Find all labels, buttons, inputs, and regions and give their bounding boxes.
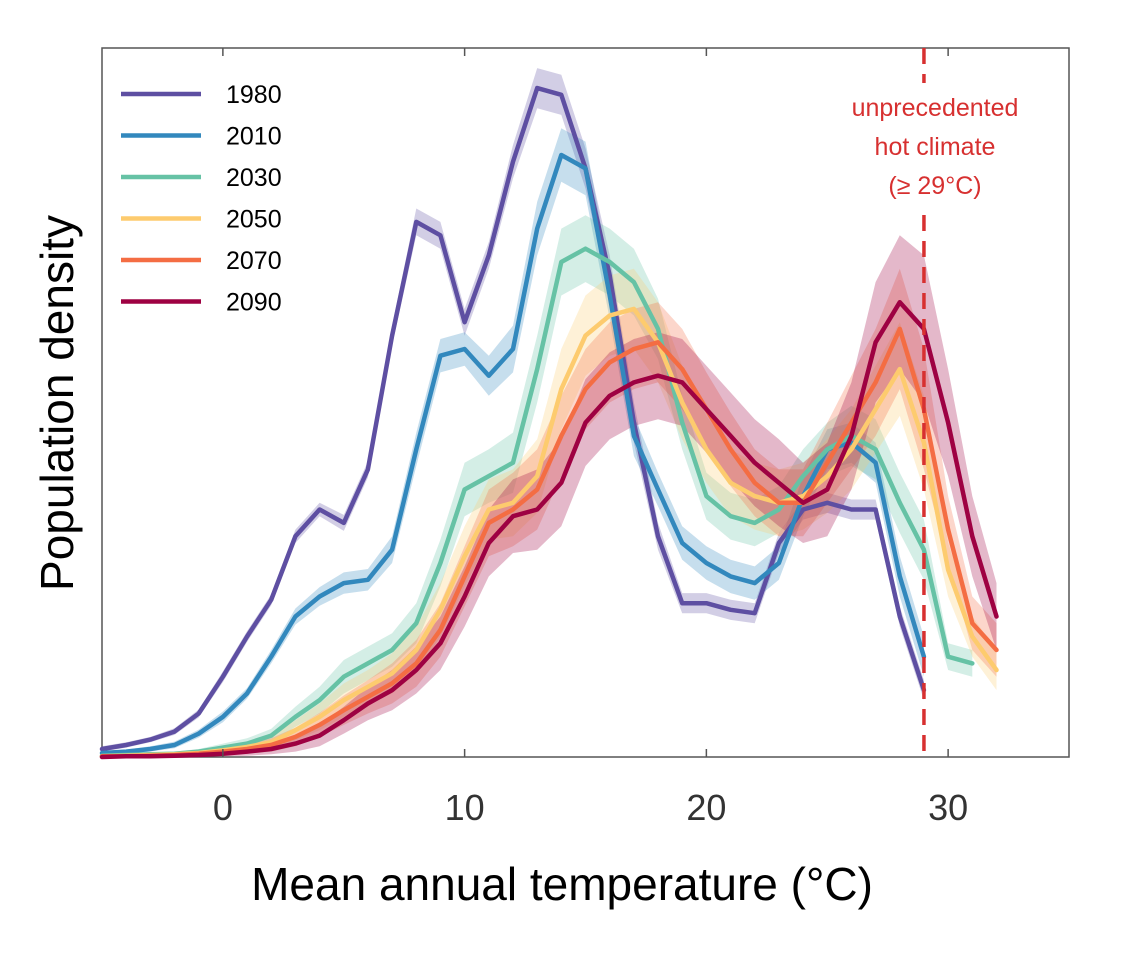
legend-label-2010: 2010 <box>226 123 282 151</box>
x-tick-label: 10 <box>445 787 485 828</box>
x-tick-label: 30 <box>928 787 968 828</box>
plot-frame <box>101 47 1070 758</box>
legend-label-2030: 2030 <box>226 164 282 192</box>
legend-label-2050: 2050 <box>226 206 282 234</box>
band-2010 <box>102 128 924 756</box>
line-2010 <box>99 152 927 756</box>
x-axis-title: Mean annual temperature (°C) <box>251 858 873 910</box>
legend-label-2070: 2070 <box>226 247 282 275</box>
x-tick-label: 20 <box>686 787 726 828</box>
line-2030 <box>99 246 975 758</box>
legend-label-1980: 1980 <box>226 81 282 109</box>
annotation-text-line: unprecedented <box>852 94 1019 122</box>
x-axis-ticks: 0 10 20 30 <box>213 48 968 828</box>
hot-climate-annotation: unprecedented hot climate (≥ 29°C) <box>852 48 1019 757</box>
annotation-text-line: hot climate <box>875 133 996 161</box>
x-tick-label: 0 <box>213 787 233 828</box>
annotation-text-line: (≥ 29°C) <box>888 172 981 200</box>
line-2090 <box>99 299 999 760</box>
legend-label-2090: 2090 <box>226 289 282 317</box>
series-lines <box>99 85 999 760</box>
line-1980 <box>99 85 927 752</box>
line-2070 <box>99 326 999 759</box>
legend: 1980 2010 2030 2050 2070 2090 <box>121 81 282 317</box>
y-axis-title: Population density <box>31 215 83 591</box>
band-2050 <box>102 268 997 757</box>
band-2070 <box>102 268 997 757</box>
